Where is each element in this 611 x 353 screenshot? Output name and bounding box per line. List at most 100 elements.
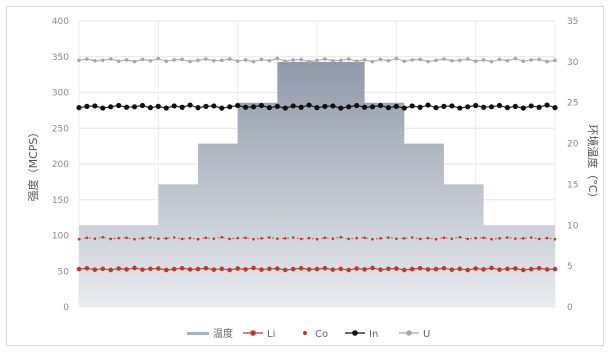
legend-label: Co [315,329,328,340]
point-co [172,236,176,239]
point-li [156,266,161,271]
point-li [528,266,534,272]
point-co [395,237,398,240]
point-co [339,235,343,239]
point-u [259,57,264,62]
point-co [141,237,144,240]
point-co [474,236,477,240]
point-co [355,236,358,240]
point-in [187,102,193,108]
point-in [306,102,312,108]
point-co [291,236,295,239]
point-in [330,103,336,109]
point-in [338,105,344,111]
point-li [290,266,296,272]
point-li [473,266,478,271]
point-u [243,58,248,62]
point-co [204,236,208,240]
point-co [260,237,263,240]
point-li [520,267,526,273]
point-li [370,265,375,271]
point-in [504,105,510,111]
point-li [219,266,225,272]
right-tick-label: 5 [567,262,573,272]
point-in [346,104,352,110]
point-u [370,59,375,64]
point-co [418,237,422,241]
point-u [235,59,240,63]
legend-swatch-dot [250,330,256,336]
point-u [307,59,311,64]
point-co [133,237,136,241]
point-li [465,267,471,273]
point-u [394,56,399,61]
point-in [100,105,106,111]
point-co [347,237,351,241]
point-u [354,59,359,63]
point-li [251,265,256,271]
point-in [179,104,185,110]
point-li [211,267,217,272]
right-tick-label: 35 [567,17,578,27]
point-u [553,58,557,63]
point-u [140,57,145,62]
point-li [489,265,494,271]
point-u [513,56,518,61]
chart-frame: 0 50 100 150 200 250 300 350 400 0 5 10 15 20 25 30 35 强度… [6,6,604,346]
point-in [171,103,177,109]
point-u [124,58,129,62]
point-co [363,236,366,240]
point-in [235,102,241,109]
point-in [139,102,146,109]
point-co [228,237,232,241]
point-u [465,57,470,61]
point-co [236,236,239,240]
point-li [386,266,391,272]
point-li [227,267,233,273]
point-u [148,58,153,63]
point-u [172,58,176,62]
point-li [84,265,90,271]
point-u [77,58,81,63]
point-li [409,266,415,272]
point-in [322,103,328,109]
point-li [275,266,280,271]
point-in [131,104,138,110]
point-u [505,58,510,63]
point-u [188,59,192,64]
point-u [410,58,415,62]
point-u [434,58,438,63]
point-in [76,105,82,111]
point-co [498,237,501,240]
left-tick-label: 350 [52,53,69,63]
point-in [377,102,384,109]
point-in [155,103,161,109]
point-u [180,57,184,62]
legend-swatch-area [187,332,209,335]
point-li [76,266,82,272]
point-li [298,265,304,271]
axes: 0 50 100 150 200 250 300 350 400 0 5 10 15 20 25 30 35 强度… [26,17,600,313]
point-in [92,103,98,109]
point-in [243,104,249,110]
temperature-area [79,61,555,307]
point-in [528,103,534,109]
point-co [323,236,327,240]
point-li [259,267,264,272]
point-co [315,237,319,241]
point-li [497,267,502,272]
legend-swatch-dot [352,330,358,336]
left-tick-label: 250 [52,124,69,134]
point-u [108,57,113,61]
point-li [362,267,367,272]
point-co [212,237,216,240]
point-li [417,265,423,271]
point-co [442,236,446,240]
legend-label: 温度 [213,327,233,340]
left-tick-label: 0 [63,303,69,313]
point-co [93,237,97,240]
point-co [434,237,438,241]
point-u [489,59,494,64]
point-u [386,58,391,63]
point-in [409,103,415,109]
